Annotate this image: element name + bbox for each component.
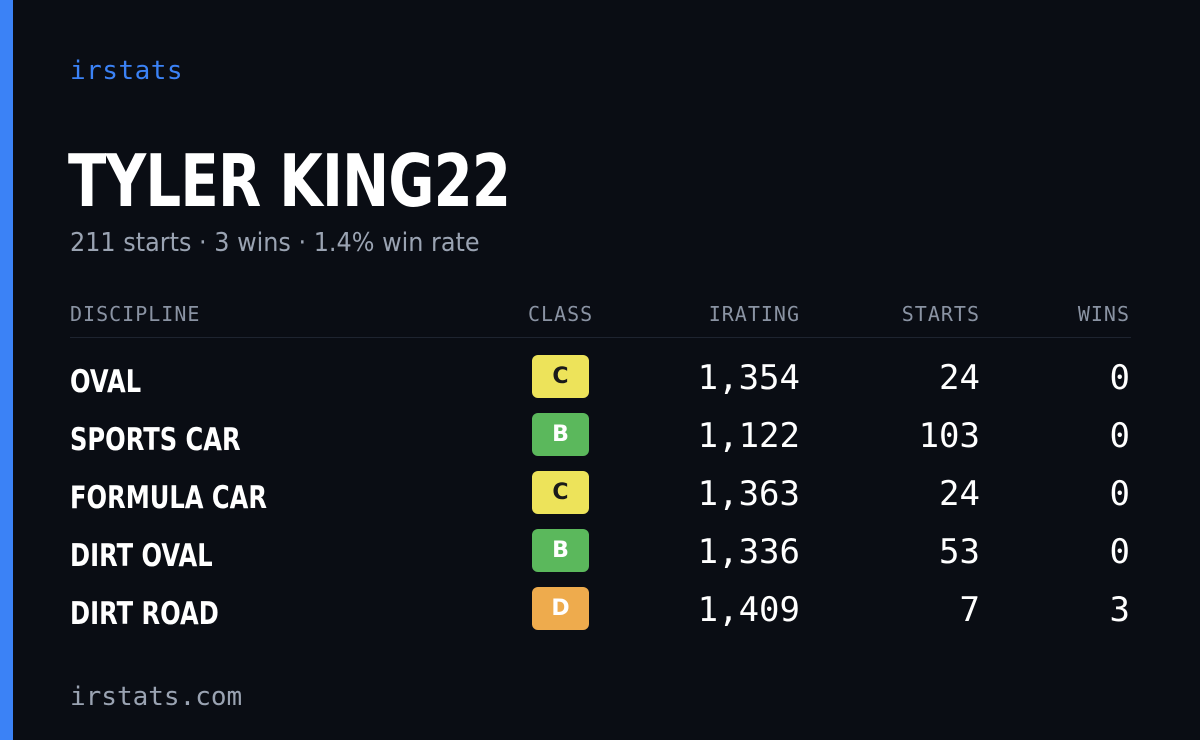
header-starts: STARTS [901,302,980,326]
wins-value: 0 [1109,358,1130,398]
starts-value: 24 [939,474,980,514]
driver-summary: 211 starts · 3 wins · 1.4% win rate [70,228,480,258]
class-badge: B [532,529,589,572]
table-header: DISCIPLINE CLASS IRATING STARTS WINS [70,296,1131,338]
table-row: OVAL C 1,354 24 0 [70,354,1131,412]
irating-value: 1,122 [697,416,800,456]
table-row: FORMULA CAR C 1,363 24 0 [70,470,1131,528]
class-badge: B [532,413,589,456]
wins-value: 0 [1109,532,1130,572]
wins-value: 0 [1109,474,1130,514]
discipline-name: DIRT OVAL [70,538,213,574]
header-discipline: DISCIPLINE [70,302,201,326]
irating-value: 1,354 [697,358,800,398]
discipline-name: DIRT ROAD [70,596,219,632]
class-badge: C [532,471,589,514]
discipline-name: FORMULA CAR [70,480,268,516]
irating-value: 1,409 [697,590,800,630]
starts-value: 24 [939,358,980,398]
starts-value: 7 [959,590,980,630]
driver-name: TYLER KING22 [68,139,511,223]
class-badge: D [532,587,589,630]
wins-value: 0 [1109,416,1130,456]
brand-label: irstats [70,56,184,86]
table-row: SPORTS CAR B 1,122 103 0 [70,412,1131,470]
header-wins: WINS [1077,302,1130,326]
accent-bar [0,0,13,740]
header-class: CLASS [528,302,594,326]
discipline-name: OVAL [70,364,142,400]
table-body: OVAL C 1,354 24 0 SPORTS CAR B 1,122 103… [70,338,1131,644]
irating-value: 1,336 [697,532,800,572]
header-irating: IRATING [708,302,800,326]
starts-value: 53 [939,532,980,572]
stats-table: DISCIPLINE CLASS IRATING STARTS WINS OVA… [70,296,1131,644]
class-badge: C [532,355,589,398]
table-row: DIRT OVAL B 1,336 53 0 [70,528,1131,586]
table-row: DIRT ROAD D 1,409 7 3 [70,586,1131,644]
starts-value: 103 [918,416,980,456]
irating-value: 1,363 [697,474,800,514]
discipline-name: SPORTS CAR [70,422,241,458]
wins-value: 3 [1109,590,1130,630]
footer-domain: irstats.com [70,682,243,712]
